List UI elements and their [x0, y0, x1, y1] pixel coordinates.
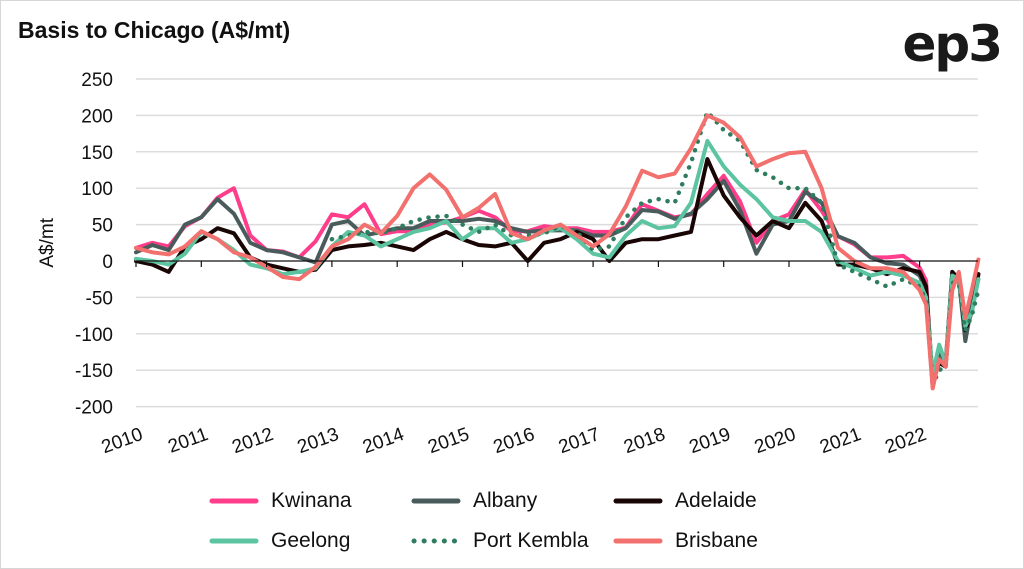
y-tick-label: -50	[86, 288, 113, 309]
x-tick-label: 2020	[752, 424, 799, 458]
series-line-albany	[134, 178, 981, 389]
x-tick-label: 2012	[229, 424, 276, 458]
series-line-kwinana	[134, 173, 981, 390]
legend-label: Port Kembla	[473, 529, 589, 552]
legend-item-albany: Albany	[411, 489, 537, 513]
legend-label: Brisbane	[675, 529, 758, 552]
y-axis-label: A$/mt	[37, 217, 58, 267]
legend-label: Adelaide	[675, 489, 757, 512]
series-line-brisbane	[134, 113, 981, 391]
legend-label: Geelong	[271, 529, 351, 552]
chart-title: Basis to Chicago (A$/mt)	[18, 17, 291, 43]
x-tick-label: 2018	[621, 424, 668, 458]
legend-label: Kwinana	[271, 489, 352, 512]
ep3-logo: ep3	[902, 15, 1003, 73]
legend-item-geelong: Geelong	[209, 529, 350, 553]
y-tick-label: 100	[81, 179, 113, 200]
legend-item-kwinana: Kwinana	[209, 489, 352, 513]
x-tick-label: 2013	[295, 424, 342, 458]
x-tick-label: 2015	[425, 424, 472, 458]
series-line-port-kembla	[329, 109, 981, 388]
x-tick-label: 2021	[817, 424, 864, 458]
x-tick-label: 2017	[556, 424, 603, 458]
y-tick-label: 200	[81, 106, 113, 127]
y-tick-label: 250	[81, 70, 113, 91]
legend-swatch	[209, 498, 259, 504]
x-tick-label: 2014	[360, 424, 407, 458]
y-tick-label: -150	[75, 361, 113, 382]
y-tick-label: 150	[81, 143, 113, 164]
y-tick-label: 50	[92, 216, 113, 237]
legend-swatch	[613, 538, 663, 544]
legend-item-adelaide: Adelaide	[613, 489, 757, 513]
legend-swatch	[613, 498, 663, 504]
y-tick-label: -200	[75, 398, 113, 419]
legend-item-brisbane: Brisbane	[613, 529, 758, 553]
y-tick-label: 0	[102, 252, 113, 273]
legend-swatch	[209, 538, 259, 544]
x-tick-label: 2016	[491, 424, 538, 458]
x-tick-label: 2011	[165, 424, 211, 458]
legend-swatch	[411, 498, 461, 504]
x-tick-label: 2010	[99, 424, 146, 458]
legend-label: Albany	[473, 489, 538, 512]
legend-item-port-kembla: Port Kembla	[411, 529, 589, 553]
x-tick-label: 2019	[686, 424, 733, 458]
legend-swatch	[411, 538, 461, 544]
y-tick-label: -100	[75, 325, 113, 346]
x-tick-label: 2022	[882, 424, 929, 458]
